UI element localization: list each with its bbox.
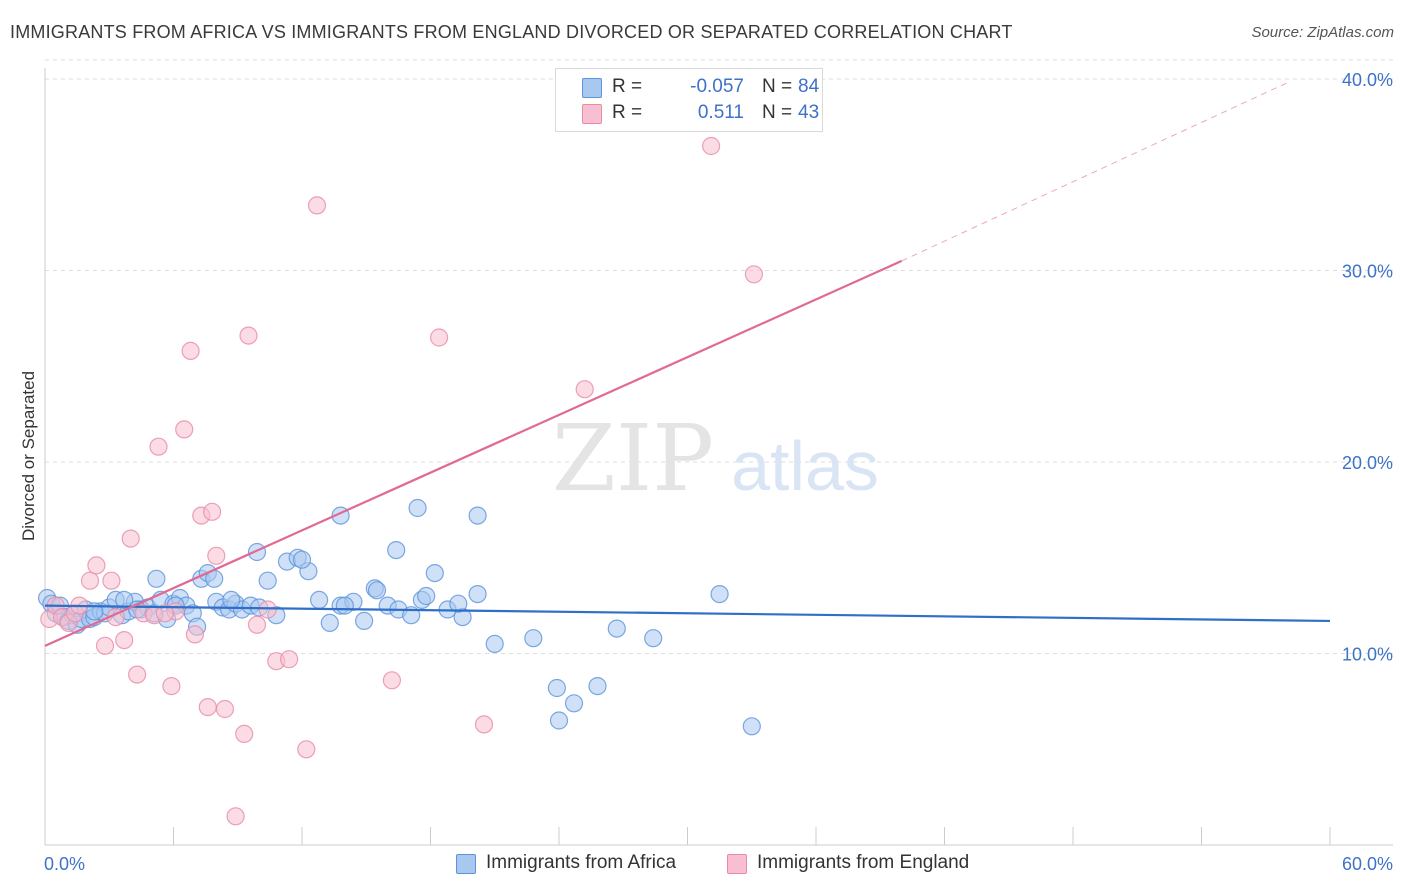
- legend-n-label: N =: [762, 102, 793, 123]
- point-africa: [547, 678, 567, 698]
- point-africa: [310, 590, 329, 610]
- legend-r-value: -0.057: [690, 76, 744, 97]
- legend-swatch-africa: [582, 78, 602, 98]
- point-england: [198, 697, 217, 717]
- series-england-points: [40, 136, 764, 826]
- point-england: [207, 546, 226, 565]
- x-tick-label: 60.0%: [1342, 854, 1393, 874]
- point-africa: [564, 694, 584, 713]
- point-england: [128, 665, 147, 684]
- point-england: [226, 807, 245, 826]
- point-africa: [468, 584, 487, 604]
- bottom-legend-label-england: Immigrants from England: [757, 852, 970, 873]
- label-layer: 10.0% 20.0% 30.0% 40.0% 0.0% 60.0% Divorced or…: [19, 70, 1393, 874]
- point-africa: [408, 498, 427, 518]
- grid-layer: [45, 59, 1393, 654]
- point-england: [239, 326, 258, 345]
- point-africa: [607, 619, 626, 638]
- y-tick-label: 10.0%: [1342, 645, 1393, 665]
- bottom-legend-swatch-africa: [456, 854, 476, 874]
- point-england: [162, 676, 181, 696]
- watermark-zip: ZIP: [552, 405, 714, 512]
- point-africa: [367, 581, 387, 600]
- y-tick-label: 40.0%: [1342, 70, 1393, 90]
- chart-title: IMMIGRANTS FROM AFRICA VS IMMIGRANTS FRO…: [10, 22, 1013, 42]
- point-england: [235, 724, 254, 744]
- point-africa: [425, 563, 444, 583]
- point-england: [181, 341, 200, 360]
- point-england: [80, 571, 100, 590]
- point-england: [149, 437, 168, 456]
- axis-layer: [44, 68, 1393, 846]
- point-africa: [292, 550, 312, 569]
- point-england: [95, 636, 115, 655]
- point-africa: [524, 629, 543, 648]
- bottom-legend-swatch-england: [727, 854, 747, 874]
- point-africa: [468, 506, 487, 525]
- point-africa: [588, 676, 607, 696]
- point-africa: [417, 586, 436, 606]
- point-england: [382, 671, 401, 690]
- point-england: [701, 136, 721, 156]
- point-africa: [335, 596, 354, 615]
- point-england: [203, 502, 222, 521]
- y-axis-label: Divorced or Separated: [19, 371, 38, 541]
- point-england: [280, 650, 299, 669]
- legend-swatch-england: [582, 104, 602, 124]
- trend-line-england: [44, 259, 903, 647]
- point-africa: [258, 571, 277, 590]
- point-england: [215, 699, 234, 719]
- point-africa: [485, 634, 504, 654]
- point-africa: [320, 613, 339, 633]
- point-england: [155, 604, 174, 623]
- point-england: [575, 380, 594, 399]
- point-africa: [449, 594, 468, 613]
- x-tick-label: 0.0%: [44, 854, 85, 874]
- source-label: Source: ZipAtlas.com: [1251, 24, 1394, 41]
- legend-n-label: N =: [762, 76, 793, 97]
- point-england: [102, 571, 121, 590]
- legend-n-value: 43: [798, 102, 820, 123]
- point-england: [474, 715, 494, 734]
- watermark-layer: ZIP atlas: [552, 405, 879, 512]
- watermark-atlas: atlas: [731, 427, 879, 505]
- legend-n-value: 84: [798, 76, 820, 97]
- point-africa: [222, 590, 241, 610]
- point-england: [185, 625, 204, 644]
- point-africa: [710, 584, 729, 604]
- point-africa: [644, 629, 663, 648]
- legend-r-value: 0.511: [697, 102, 744, 123]
- point-africa: [549, 711, 569, 730]
- point-england: [258, 600, 277, 619]
- point-england: [430, 328, 449, 347]
- point-africa: [387, 540, 406, 560]
- point-africa: [355, 611, 374, 631]
- point-africa: [247, 542, 267, 562]
- legend-r-label: R =: [612, 76, 643, 97]
- point-england: [175, 420, 194, 439]
- point-africa: [115, 590, 134, 610]
- point-england: [87, 556, 106, 575]
- trend-layer: [44, 82, 1331, 647]
- trend-line-england-extension: [901, 82, 1288, 262]
- y-tick-label: 30.0%: [1342, 262, 1393, 282]
- point-africa: [147, 569, 166, 588]
- stats-legend: R = -0.057 N = 84 R = 0.511 N = 43: [555, 68, 823, 132]
- point-england: [744, 265, 764, 284]
- point-africa: [742, 717, 761, 736]
- point-england: [115, 630, 134, 650]
- y-tick-label: 20.0%: [1342, 453, 1393, 473]
- bottom-legend-label-africa: Immigrants from Africa: [486, 852, 677, 873]
- legend-r-label: R =: [612, 102, 643, 123]
- trend-line-africa: [44, 604, 1331, 623]
- point-england: [247, 615, 267, 634]
- point-england: [307, 196, 327, 215]
- point-england: [121, 529, 140, 548]
- point-england: [297, 740, 316, 759]
